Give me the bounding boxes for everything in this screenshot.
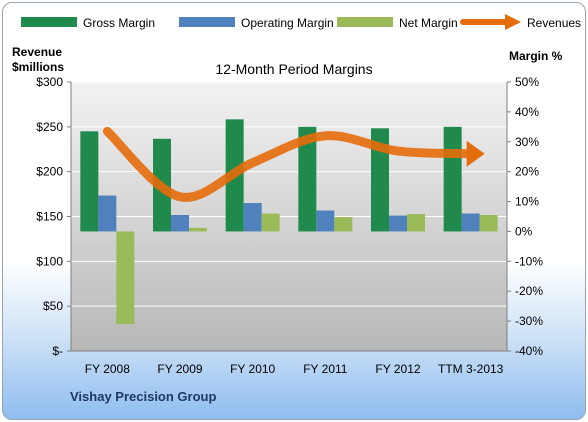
right-tick-label: -30% [515,314,543,328]
bar-net-margin [116,231,135,325]
bar-operating-margin [316,210,335,232]
chart-svg: Gross Margin Operating Margin Net Margin Re… [21,14,581,376]
legend-swatch-2 [179,17,235,27]
bar-net-margin [189,227,207,232]
bar-operating-margin [98,195,117,232]
bar-gross-margin [443,126,462,232]
legend-swatch-3 [337,17,393,27]
x-tick-label: FY 2010 [230,362,275,376]
x-tick-label: FY 2011 [303,362,348,376]
right-tick-label: 10% [515,195,539,209]
x-tick-label: FY 2012 [375,362,420,376]
bar-operating-margin [461,213,480,232]
left-tick-label: $150 [36,210,63,224]
company-name: Vishay Precision Group [70,389,217,404]
x-tick-label: FY 2009 [157,362,202,376]
right-tick-label: 20% [515,165,539,179]
right-tick-label: -10% [515,254,543,268]
x-tick-label: FY 2008 [85,362,130,376]
chart-title: 12-Month Period Margins [215,61,373,77]
right-tick-label: 0% [515,224,533,238]
right-tick-label: 30% [515,135,539,149]
bar-net-margin [479,215,498,232]
left-tick-label: $50 [43,299,63,313]
revenue-line [102,126,476,202]
bar-net-margin [261,213,280,232]
legend-swatch-1 [21,17,77,27]
right-tick-label: -20% [515,284,543,298]
bar-gross-margin [298,126,317,232]
right-tick-label: 40% [515,105,539,119]
left-tick-label: $200 [36,165,63,179]
bar-operating-margin [243,203,262,232]
left-axis-label-line1: Revenue [12,45,63,59]
legend-swatch-arrowhead [505,14,521,30]
left-tick-label: $250 [36,120,63,134]
legend-label-2: Operating Margin [241,16,334,30]
legend-label-3: Net Margin [399,16,458,30]
right-tick-label: -40% [515,344,543,358]
left-tick-label: $300 [36,75,63,89]
bar-net-margin [334,217,353,232]
left-axis-label-line2: $millions [12,60,65,74]
x-tick-label: TTM 3-2013 [438,362,504,376]
bar-operating-margin [389,215,407,232]
right-axis-label: Margin % [509,49,563,63]
revenue-arrowhead [466,140,485,167]
legend-label-1: Gross Margin [83,16,155,30]
left-tick-label: $100 [36,254,63,268]
left-tick-label: $- [52,344,63,358]
right-tick-label: 50% [515,75,539,89]
bar-operating-margin [171,215,189,232]
bar-net-margin [407,214,425,232]
bar-gross-margin [371,128,389,232]
legend-label-4: Revenues [527,16,581,30]
bar-gross-margin [80,131,99,232]
